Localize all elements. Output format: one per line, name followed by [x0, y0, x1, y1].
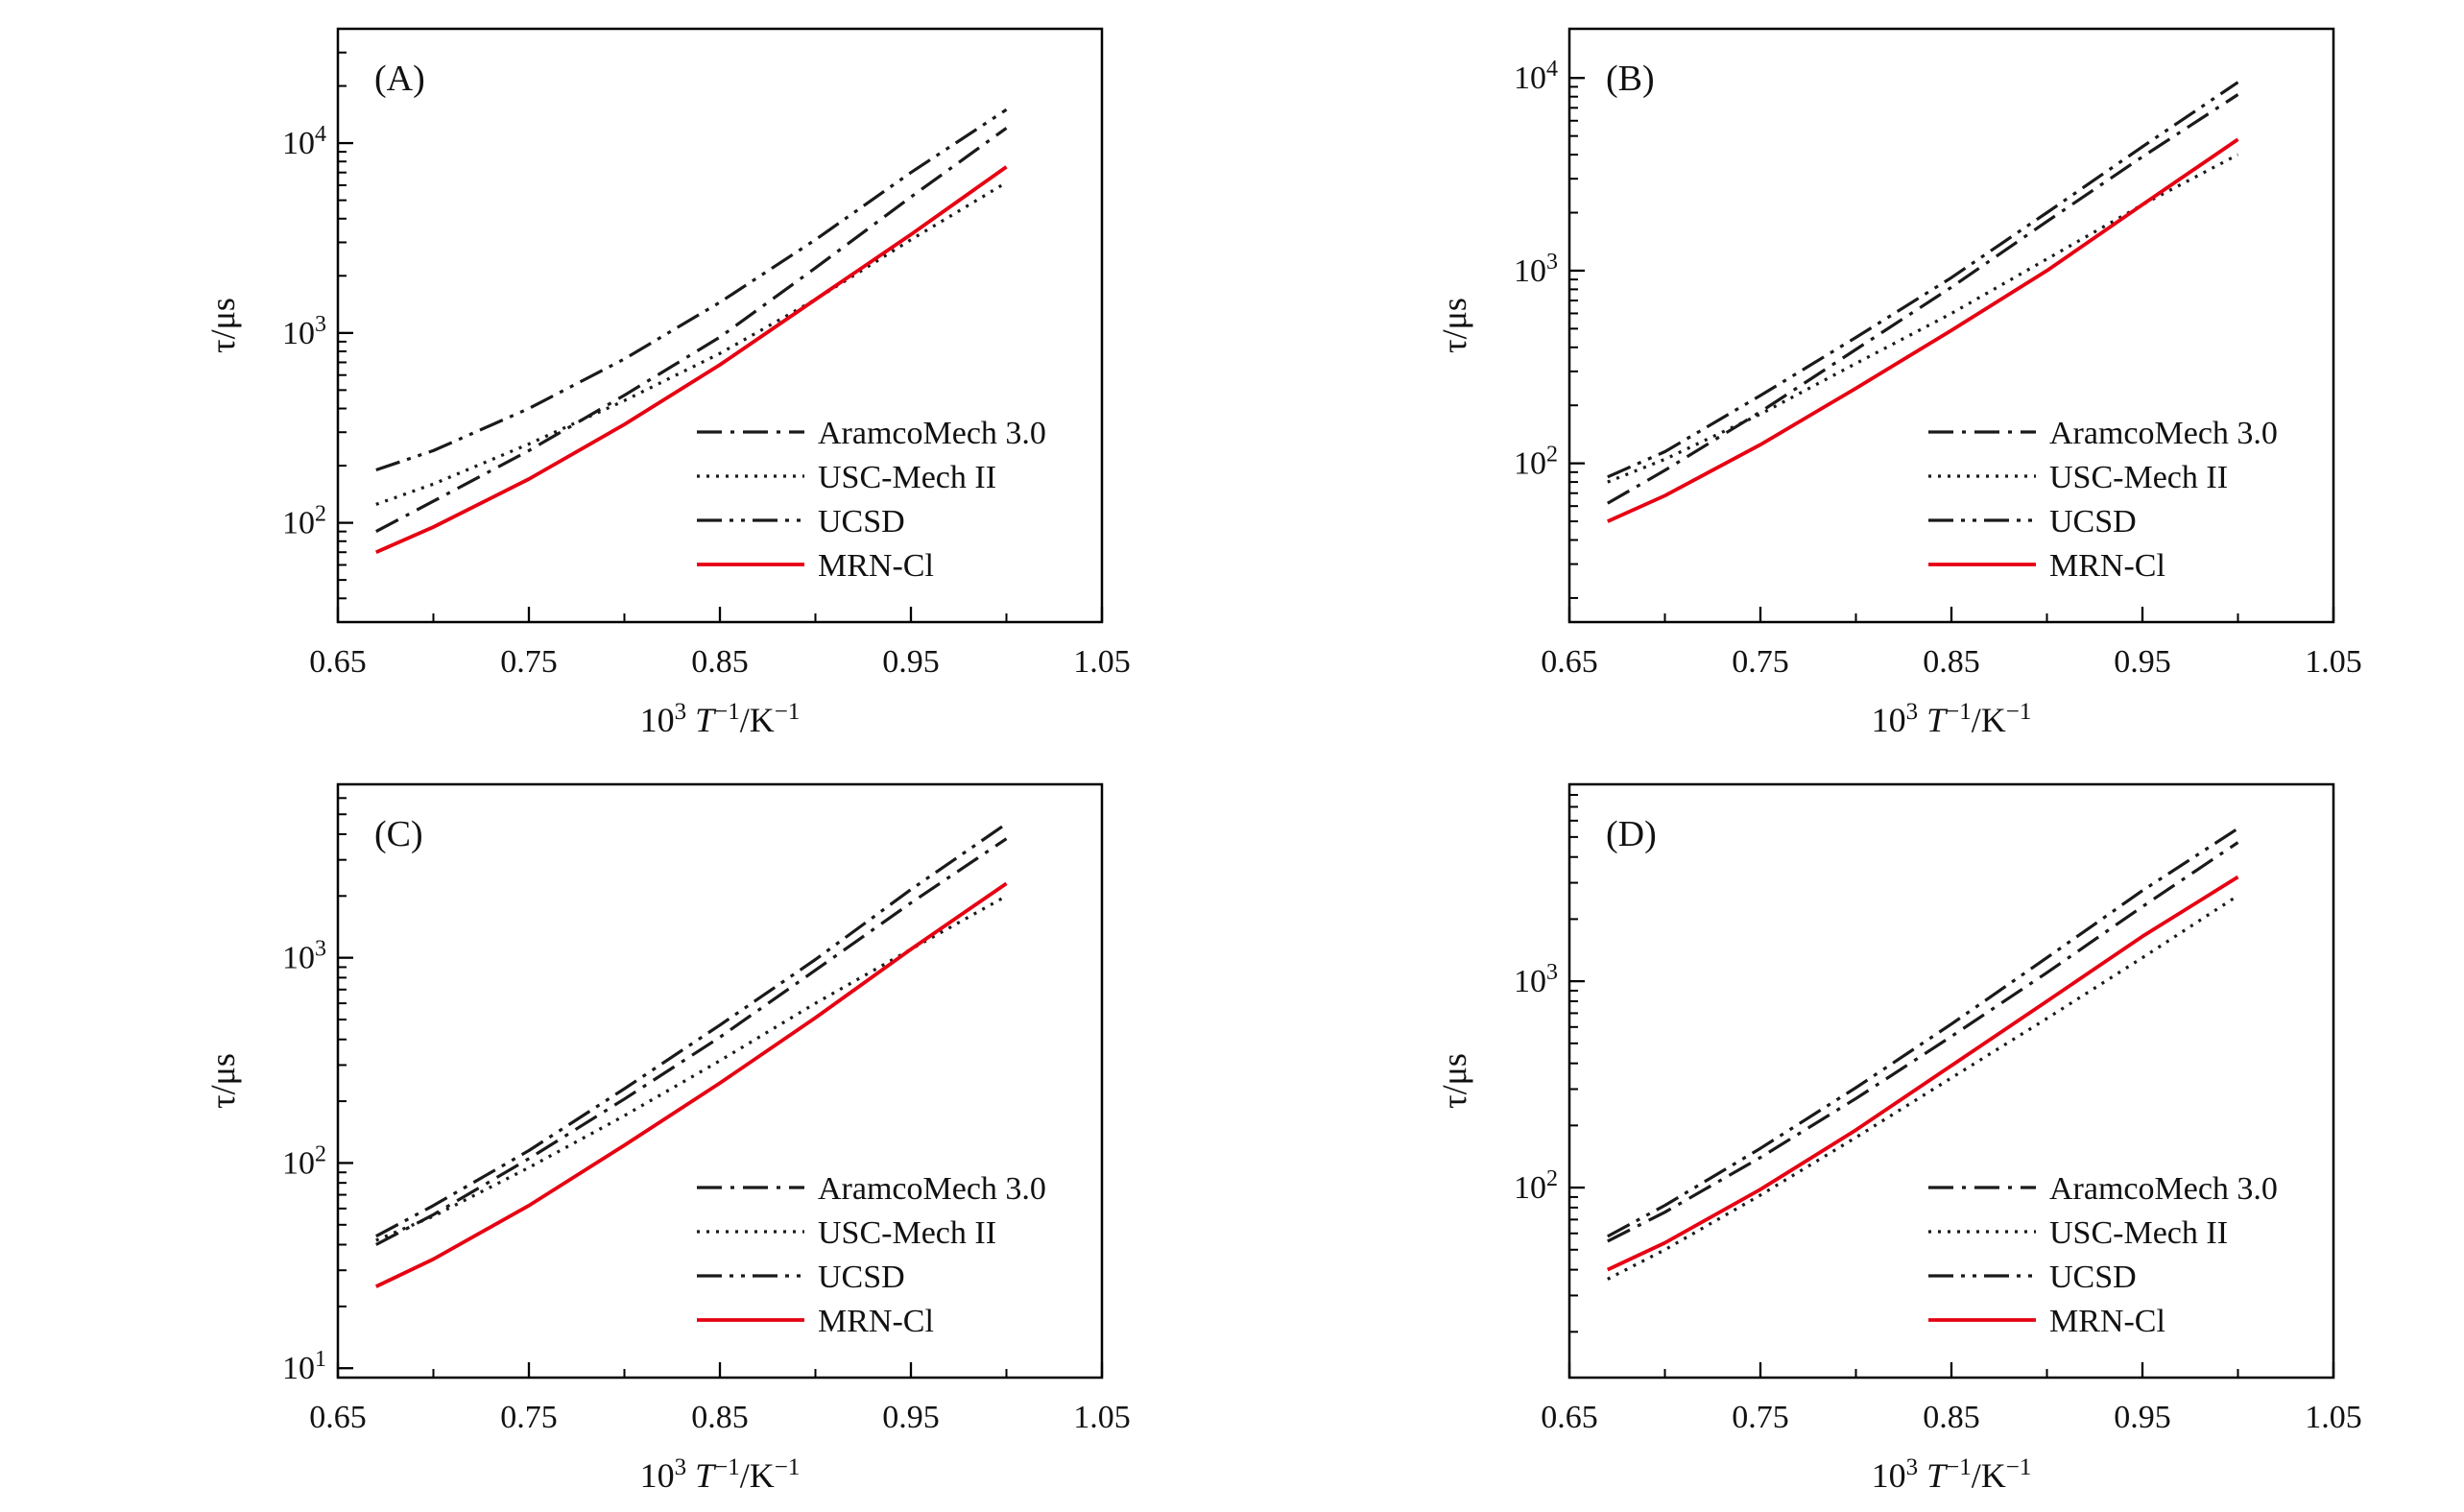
legend-entry-usc-mech-ii: USC-Mech II: [1928, 1215, 2228, 1251]
plot-border: [1567, 782, 2335, 1380]
y-tick-label: 104: [282, 122, 326, 161]
legend-entry-usc-mech-ii: USC-Mech II: [697, 1215, 996, 1251]
legend-entry-usc-mech-ii: USC-Mech II: [697, 460, 996, 495]
x-tick-label: 1.05: [1073, 644, 1131, 680]
x-tick-label: 0.85: [1923, 644, 1980, 680]
legend-entry-mrn-cl: MRN-Cl: [697, 548, 934, 584]
legend-label: USC-Mech II: [2049, 1215, 2228, 1251]
panel-label: (A): [374, 59, 425, 99]
y-tick-label: 103: [282, 312, 326, 351]
x-tick-label: 0.85: [691, 1400, 749, 1435]
x-tick-label: 0.65: [1541, 1400, 1598, 1435]
panel-label: (B): [1606, 59, 1655, 99]
x-tick-label: 1.05: [1073, 1400, 1131, 1435]
x-tick-label: 0.85: [1923, 1400, 1980, 1435]
series-line-usc-mech-ii: [1607, 894, 2239, 1281]
series-line-aramcomech-3-0: [1607, 93, 2239, 505]
x-tick-label: 1.05: [2305, 644, 2362, 680]
legend-entry-ucsd: UCSD: [697, 1260, 905, 1295]
x-tick-label: 1.05: [2305, 1400, 2362, 1435]
legend-label: UCSD: [2049, 1260, 2137, 1295]
x-tick-label: 0.95: [2114, 1400, 2171, 1435]
series-line-ucsd: [375, 108, 1008, 472]
series-line-usc-mech-ii: [375, 180, 1008, 506]
panel-d: 0.65 0.75 0.85 0.95 1.05 102 103 (D) 103 T−1/K−1…: [1435, 782, 2362, 1495]
legend-entry-mrn-cl: MRN-Cl: [1928, 548, 2165, 584]
legend-entry-ucsd: UCSD: [697, 504, 905, 540]
legend-label: UCSD: [818, 504, 905, 540]
series-line-mrn-cl: [375, 165, 1008, 554]
x-tick-label: 0.65: [309, 1400, 367, 1435]
x-tick-label: 0.75: [500, 644, 558, 680]
y-tick-label: 103: [282, 937, 326, 976]
legend-label: USC-Mech II: [818, 1215, 996, 1251]
x-tick-label: 0.95: [882, 644, 940, 680]
series-line-usc-mech-ii: [1607, 153, 2239, 484]
panel-a: 0.65 0.75 0.85 0.95 1.05 102 103 104 (A) 103 T−1/…: [203, 27, 1131, 739]
y-tick-label: 103: [1514, 960, 1558, 999]
x-tick-label: 0.85: [691, 644, 749, 680]
y-tick-label: 102: [282, 502, 326, 541]
y-tick-label: 104: [1514, 57, 1558, 96]
series-line-aramcomech-3-0: [375, 127, 1008, 534]
x-axis-label: 103 T−1/K−1: [640, 699, 801, 739]
y-axis-label: τ/μs: [203, 298, 242, 353]
legend-entry-mrn-cl: MRN-Cl: [1928, 1304, 2165, 1339]
legend-entry-aramcomech-3-0: AramcoMech 3.0: [697, 1171, 1046, 1207]
legend-label: MRN-Cl: [2049, 1304, 2165, 1339]
y-tick-label: 102: [1514, 1166, 1558, 1206]
legend-entry-mrn-cl: MRN-Cl: [697, 1304, 934, 1339]
series-line-mrn-cl: [1606, 875, 2239, 1272]
x-tick-label: 0.75: [1732, 644, 1789, 680]
x-tick-label: 0.95: [2114, 644, 2171, 680]
panel-label: (C): [374, 814, 423, 854]
x-tick-label: 0.75: [500, 1400, 558, 1435]
legend-entry-ucsd: UCSD: [1928, 504, 2137, 540]
legend-entry-aramcomech-3-0: AramcoMech 3.0: [697, 416, 1046, 451]
series-line-mrn-cl: [1607, 137, 2239, 523]
series-line-ucsd: [1607, 81, 2239, 479]
legend-label: USC-Mech II: [818, 460, 996, 495]
x-tick-label: 0.65: [1541, 644, 1598, 680]
series-line-mrn-cl: [374, 881, 1008, 1288]
series-line-ucsd: [375, 822, 1008, 1238]
x-axis-label: 103 T−1/K−1: [1872, 699, 2032, 739]
legend-label: UCSD: [818, 1260, 905, 1295]
y-tick-label: 103: [1514, 250, 1558, 289]
legend-label: MRN-Cl: [818, 1304, 934, 1339]
y-tick-label: 101: [282, 1347, 326, 1386]
legend-label: AramcoMech 3.0: [818, 416, 1046, 451]
legend-label: UCSD: [2049, 504, 2137, 540]
x-axis-label: 103 T−1/K−1: [1872, 1454, 2032, 1495]
series-line-aramcomech-3-0: [1607, 841, 2239, 1243]
y-axis-label: τ/μs: [1435, 1053, 1473, 1109]
legend-label: MRN-Cl: [818, 548, 934, 584]
y-axis-label: τ/μs: [1435, 298, 1473, 353]
x-tick-label: 0.95: [882, 1400, 940, 1435]
y-tick-label: 102: [1514, 443, 1558, 482]
legend-label: AramcoMech 3.0: [2049, 1171, 2278, 1207]
panel-label: (D): [1606, 814, 1657, 854]
y-tick-label: 102: [282, 1141, 326, 1181]
plot-border: [336, 27, 1104, 624]
legend-label: USC-Mech II: [2049, 460, 2228, 495]
legend-label: AramcoMech 3.0: [2049, 416, 2278, 451]
legend-label: AramcoMech 3.0: [818, 1171, 1046, 1207]
legend-label: MRN-Cl: [2049, 548, 2165, 584]
x-tick-label: 0.75: [1732, 1400, 1789, 1435]
series-line-aramcomech-3-0: [375, 837, 1008, 1246]
panel-c: 0.65 0.75 0.85 0.95 1.05 101 102 103 (C) 103 T−1/…: [203, 782, 1131, 1495]
plot-border: [1567, 27, 2335, 624]
y-axis-label: τ/μs: [203, 1053, 242, 1109]
legend-entry-usc-mech-ii: USC-Mech II: [1928, 460, 2228, 495]
legend-entry-aramcomech-3-0: AramcoMech 3.0: [1928, 1171, 2278, 1207]
panel-b: 0.65 0.75 0.85 0.95 1.05 102 103 104 (B) 103 T−1/…: [1435, 27, 2362, 739]
x-tick-label: 0.65: [309, 644, 367, 680]
legend-entry-aramcomech-3-0: AramcoMech 3.0: [1928, 416, 2278, 451]
x-axis-label: 103 T−1/K−1: [640, 1454, 801, 1495]
series-line-ucsd: [1607, 827, 2239, 1238]
legend-entry-ucsd: UCSD: [1928, 1260, 2137, 1295]
